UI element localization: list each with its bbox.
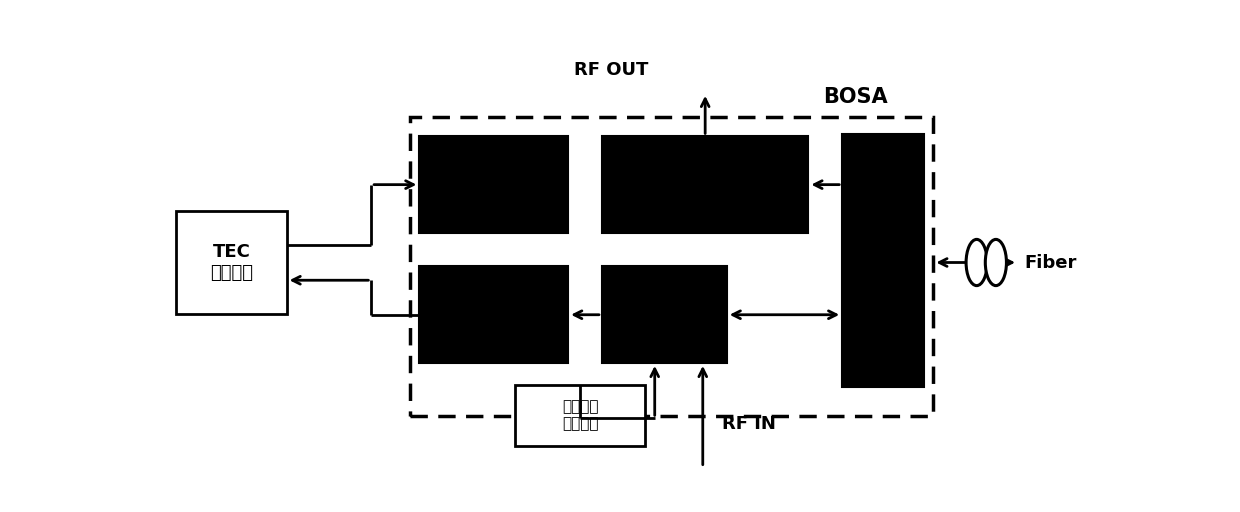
Bar <box>601 136 808 233</box>
Bar <box>601 266 727 363</box>
Ellipse shape <box>966 240 987 286</box>
Bar <box>409 117 934 416</box>
Text: BOSA: BOSA <box>823 87 888 107</box>
Text: 自动功率
控制电路: 自动功率 控制电路 <box>562 399 599 432</box>
Text: RF OUT: RF OUT <box>574 61 649 79</box>
Ellipse shape <box>986 240 1007 286</box>
Text: Fiber: Fiber <box>1024 253 1078 271</box>
Bar <box>842 134 924 387</box>
Bar <box>419 266 568 363</box>
Text: RF IN: RF IN <box>722 415 776 433</box>
Text: TEC
控制电路: TEC 控制电路 <box>210 243 253 282</box>
Bar <box>516 385 645 446</box>
Bar <box>419 136 568 233</box>
Bar <box>176 211 286 314</box>
